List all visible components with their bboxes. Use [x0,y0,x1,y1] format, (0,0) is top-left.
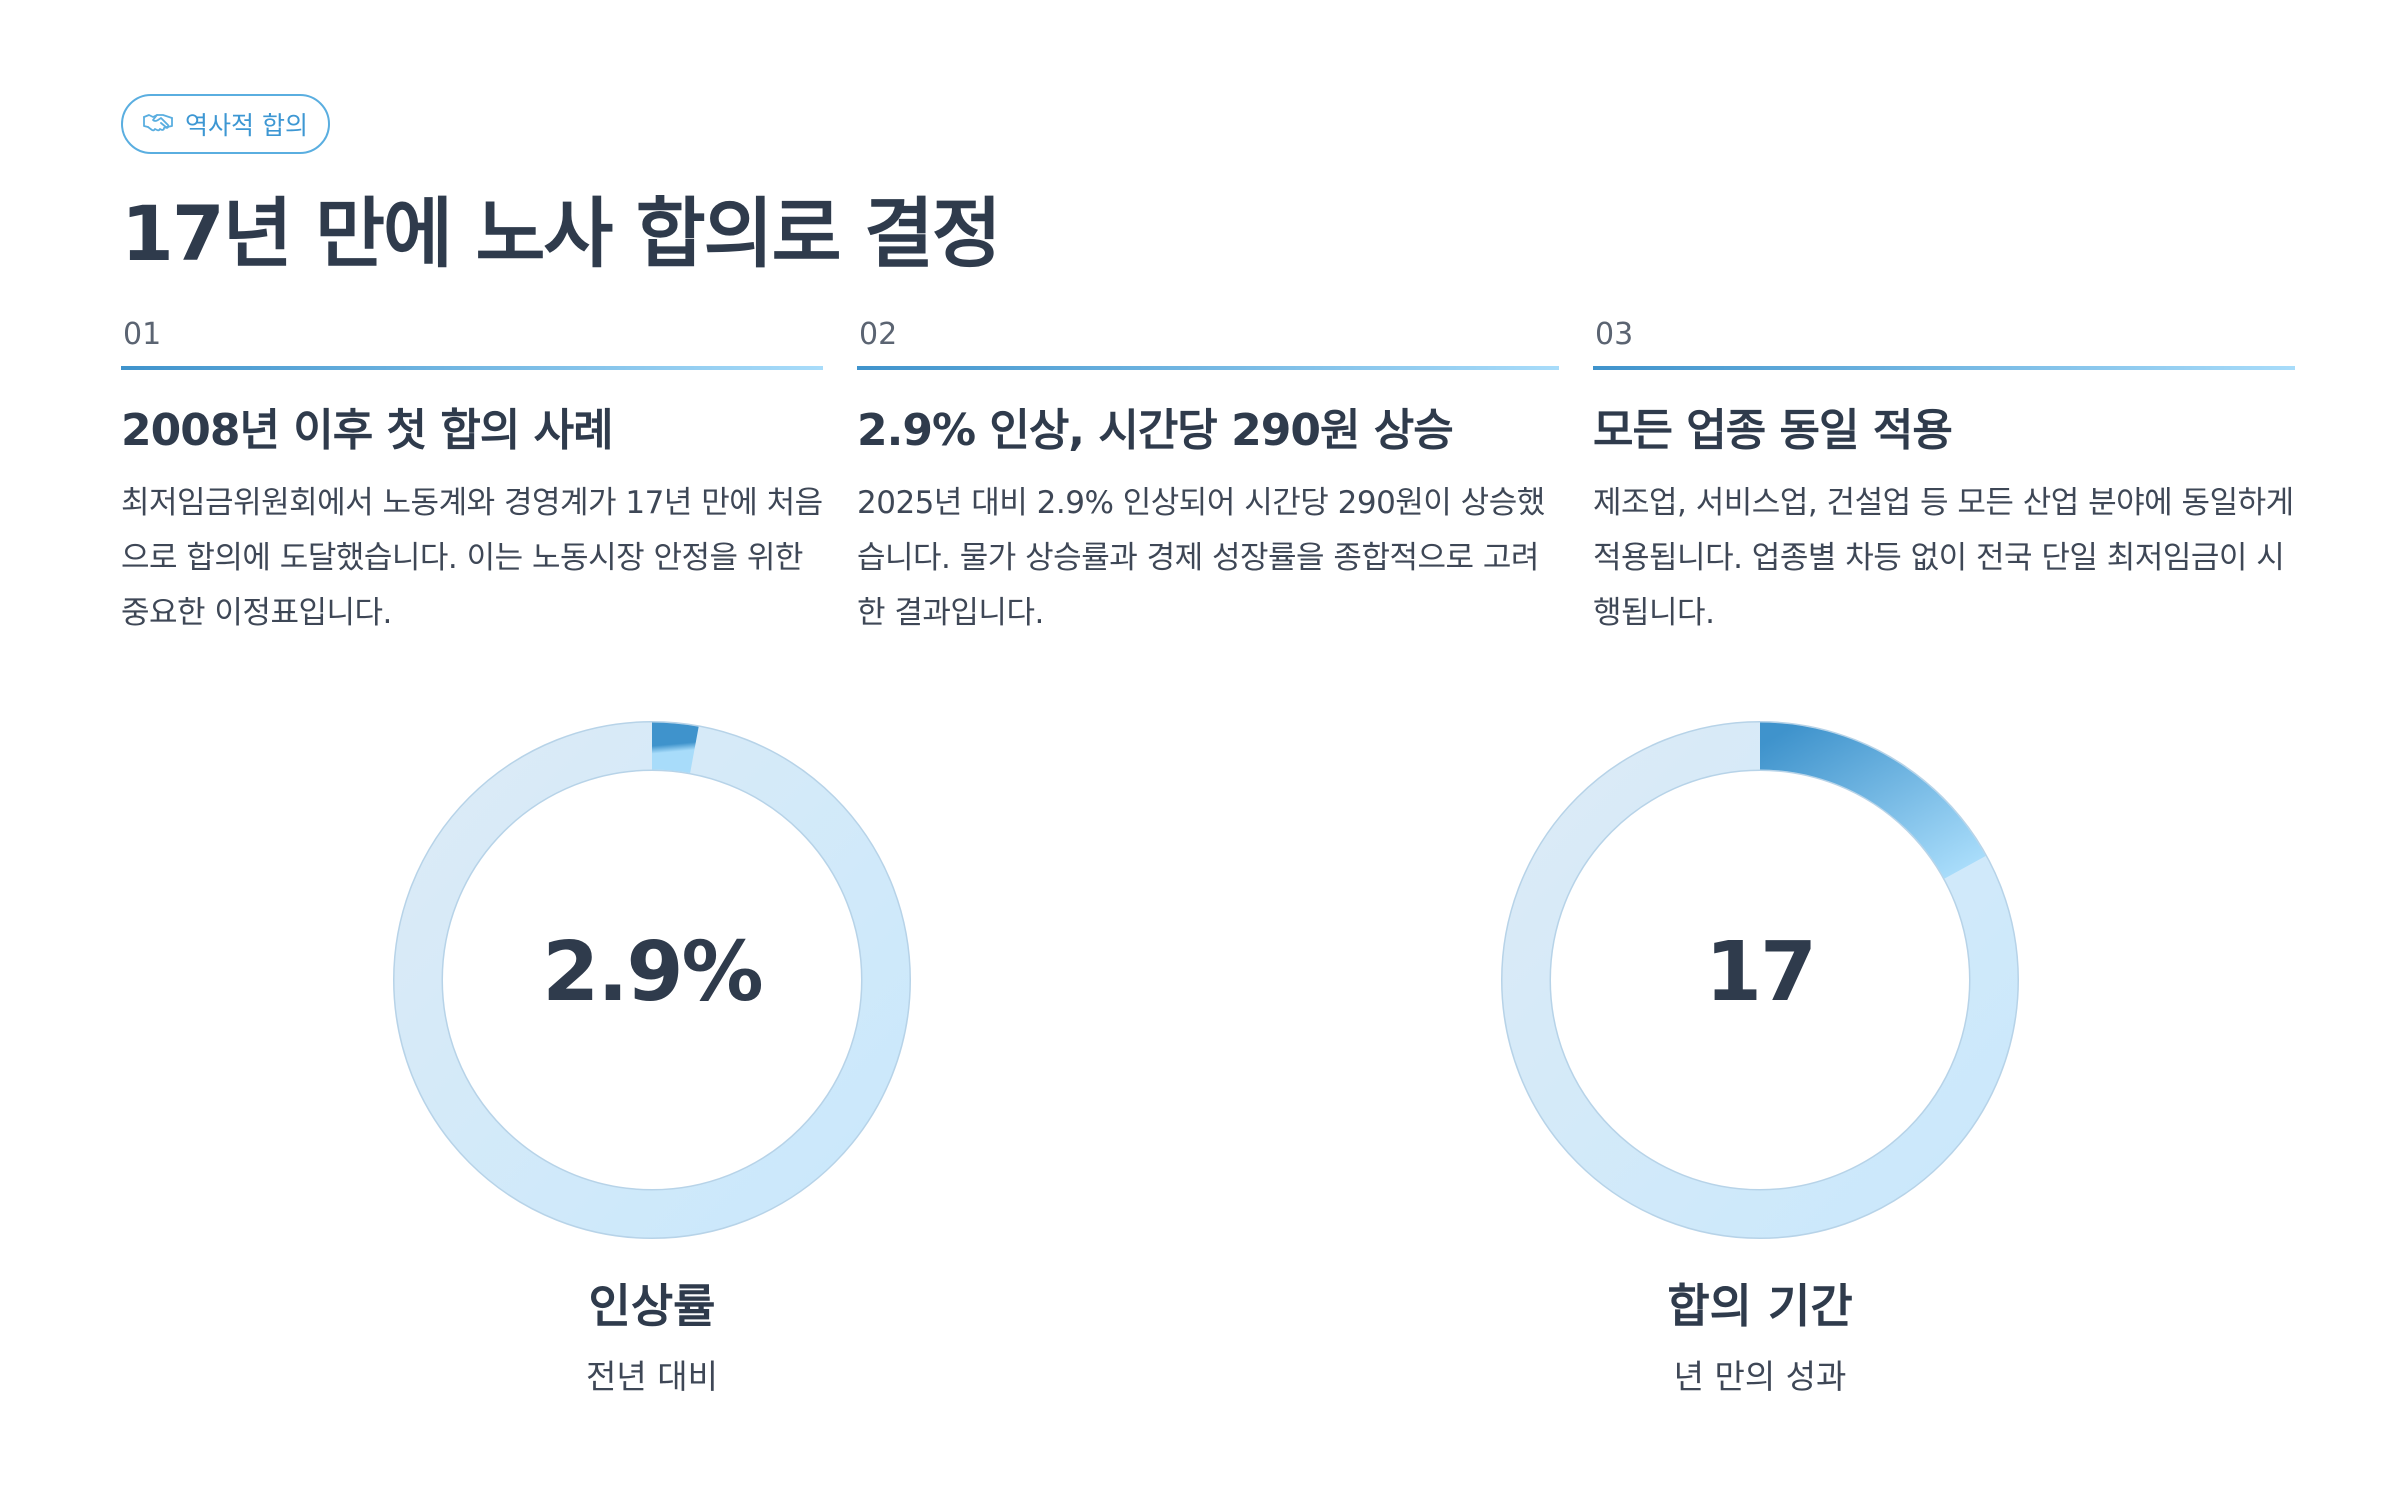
feature-divider [1593,366,2295,370]
feature-heading: 2008년 이후 첫 합의 사례 [121,405,614,456]
stat-label: 합의 기간 [1667,1279,1853,1333]
handshake-icon [143,110,173,139]
feature-number: 03 [1595,317,1634,352]
feature-number: 01 [123,317,162,352]
feature-number: 02 [859,317,898,352]
section-badge: 역사적 합의 [121,94,330,154]
stat-sublabel: 년 만의 성과 [1673,1357,1847,1396]
donut-value: 2.9% [542,925,763,1020]
feature-description: 최저임금위원회에서 노동계와 경영계가 17년 만에 처음으로 합의에 도달했습… [121,485,823,631]
feature-description: 2025년 대비 2.9% 인상되어 시간당 290원이 상승했습니다. 물가 … [857,485,1545,631]
donut-progress-arc [1759,722,1986,879]
donut-value: 17 [1704,925,1817,1020]
feature-description: 제조업, 서비스업, 건설업 등 모든 산업 분야에 동일하게 적용됩니다. 업… [1593,485,2294,631]
donut-progress-arc [651,722,699,774]
donut-rate: 2.9% [372,700,932,1260]
feature-divider [121,366,823,370]
page-title: 17년 만에 노사 합의로 결정 [121,189,1002,278]
stat-label: 인상률 [588,1279,716,1333]
feature-heading: 모든 업종 동일 적용 [1593,405,1953,456]
stat-sublabel: 전년 대비 [586,1357,718,1396]
feature-divider [857,366,1559,370]
feature-column-3: 03 모든 업종 동일 적용 제조업, 서비스업, 건설업 등 모든 산업 분야… [1593,312,2295,641]
feature-column-1: 01 2008년 이후 첫 합의 사례 최저임금위원회에서 노동계와 경영계가 … [121,312,823,641]
feature-heading: 2.9% 인상, 시간당 290원 상승 [857,405,1454,456]
feature-column-2: 02 2.9% 인상, 시간당 290원 상승 2025년 대비 2.9% 인상… [857,312,1559,641]
donut-period: 17 [1480,700,2040,1260]
badge-label: 역사적 합의 [185,111,308,140]
